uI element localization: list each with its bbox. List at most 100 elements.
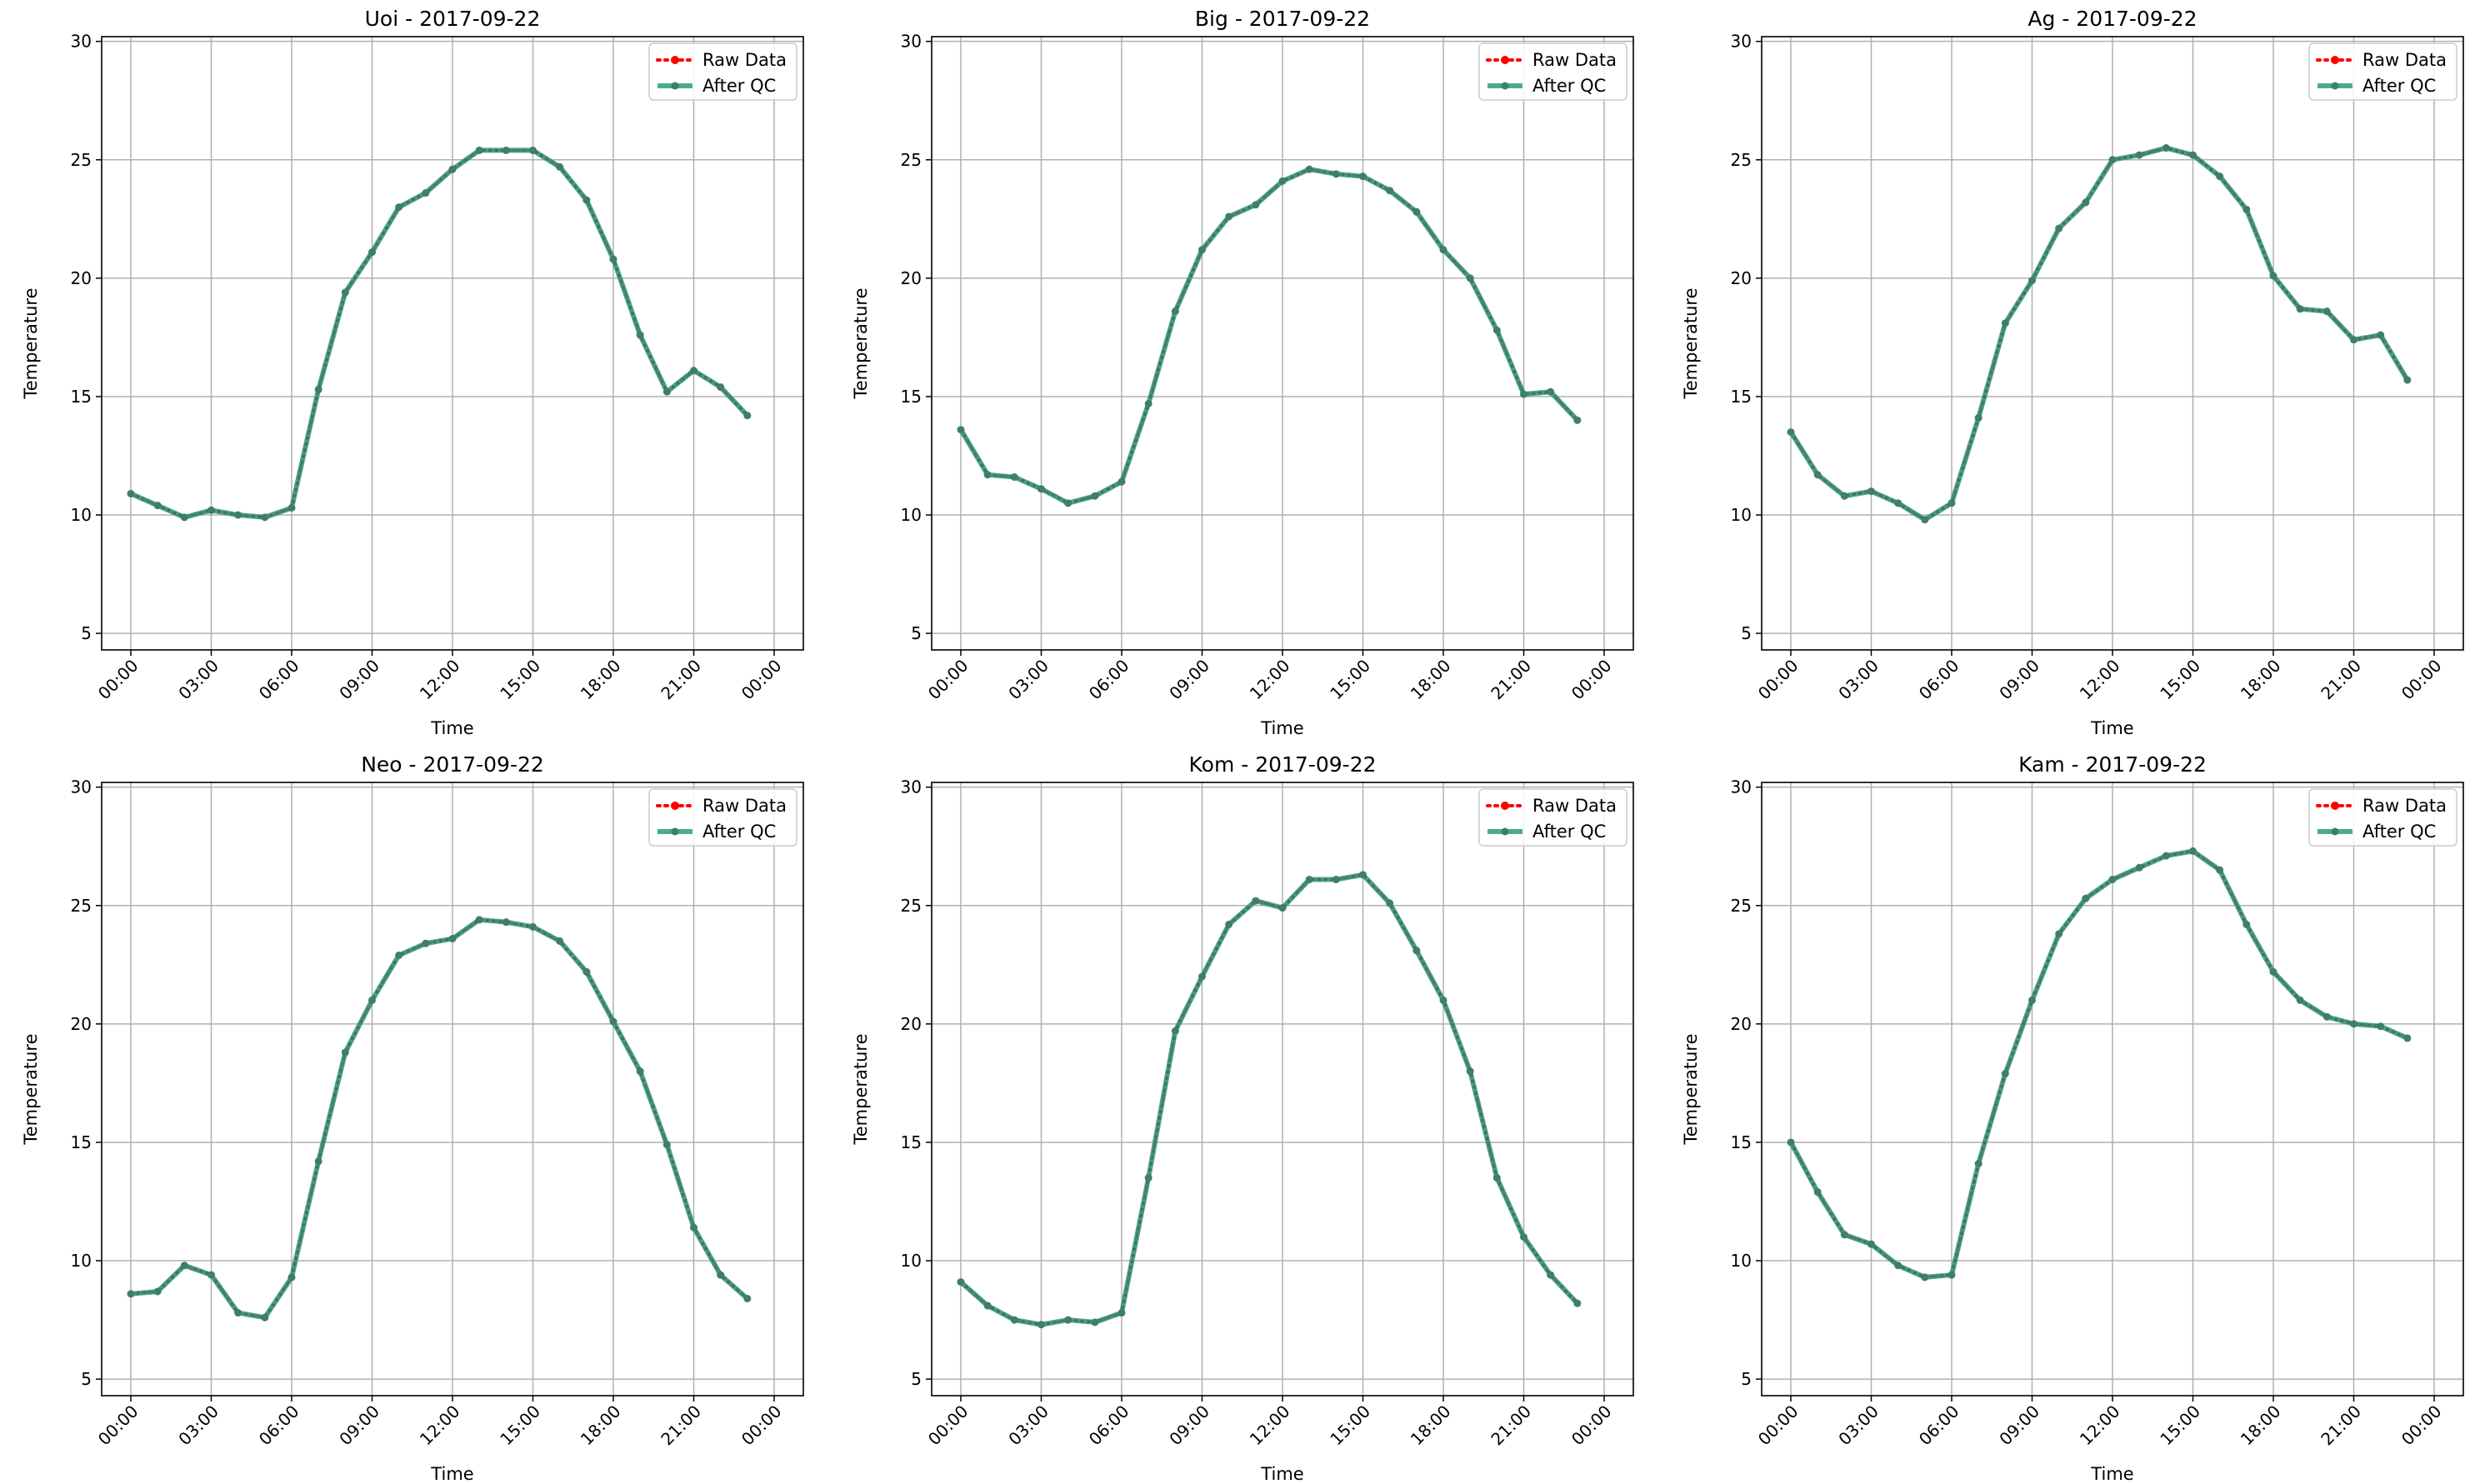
data-point <box>153 502 162 510</box>
data-point <box>1010 473 1018 482</box>
x-tick-label: 03:00 <box>1834 1402 1882 1450</box>
y-tick-label: 30 <box>901 32 922 52</box>
x-tick-label: 03:00 <box>174 656 222 704</box>
legend-raw-marker <box>1501 802 1509 810</box>
data-point <box>2001 1070 2009 1078</box>
data-point <box>1198 972 1206 981</box>
x-axis-label: Time <box>2090 1464 2133 1484</box>
y-tick-label: 15 <box>901 1132 922 1152</box>
legend-raw-marker <box>2331 802 2339 810</box>
legend-qc-marker <box>671 82 679 90</box>
data-point <box>2377 1022 2385 1031</box>
data-point <box>208 1271 215 1279</box>
x-tick-label: 06:00 <box>1915 1402 1963 1450</box>
x-tick-label: 00:00 <box>2398 656 2446 704</box>
data-point <box>2135 863 2143 872</box>
data-point <box>556 937 564 945</box>
data-point <box>1948 1271 1956 1279</box>
data-point <box>582 967 591 976</box>
x-tick-label: 06:00 <box>1085 656 1133 704</box>
legend-qc-marker <box>1501 827 1509 836</box>
legend-raw-label: Raw Data <box>702 50 787 70</box>
after-qc-line <box>130 917 749 1321</box>
data-point <box>1412 947 1421 955</box>
data-point <box>314 1157 322 1166</box>
data-point <box>422 939 430 947</box>
x-tick-label: 18:00 <box>2237 656 2285 704</box>
data-point <box>1439 246 1448 254</box>
after-qc-line <box>129 147 750 520</box>
data-point <box>1064 499 1072 507</box>
x-tick-label: 06:00 <box>1085 1402 1133 1450</box>
data-point <box>288 1273 296 1282</box>
x-tick-label: 00:00 <box>94 1402 142 1450</box>
data-point <box>1813 1188 1822 1197</box>
x-tick-label: 15:00 <box>2156 656 2204 704</box>
data-point <box>127 489 135 497</box>
chart-panel: 5 10 15 20 25 30 00:00 03:00 06:00 09:00 12:00 15:0… <box>1681 7 2464 738</box>
legend: Raw Data After QC <box>648 42 798 101</box>
y-axis-label: Temperature <box>1681 1033 1701 1145</box>
x-tick-label: 21:00 <box>657 1402 705 1450</box>
data-point <box>422 189 430 197</box>
data-point <box>2082 198 2090 207</box>
x-tick-label: 12:00 <box>1246 656 1294 704</box>
data-point <box>1091 492 1099 500</box>
data-point <box>234 1309 242 1317</box>
data-point <box>2403 376 2412 384</box>
data-point <box>2216 172 2224 181</box>
data-point <box>1118 477 1126 486</box>
data-point <box>502 918 510 927</box>
x-tick-label: 06:00 <box>255 1402 303 1450</box>
y-tick-label: 15 <box>71 1132 92 1152</box>
data-point <box>1921 516 1929 524</box>
chart-panel: 5 10 15 20 25 30 00:00 03:00 06:00 09:00 12:00 15:0… <box>21 752 804 1484</box>
legend-raw-marker <box>671 802 679 810</box>
x-tick-label: 18:00 <box>1407 656 1455 704</box>
chart-title: Kom - 2017-09-22 <box>1189 752 1377 777</box>
data-point <box>1547 387 1555 396</box>
data-point <box>1386 899 1394 907</box>
data-point <box>636 331 644 339</box>
data-point <box>1359 871 1367 879</box>
y-axis-label: Temperature <box>851 1033 871 1145</box>
data-point <box>208 506 215 514</box>
data-point <box>1171 1027 1179 1035</box>
data-point <box>1144 399 1152 407</box>
x-tick-label: 00:00 <box>924 1402 972 1450</box>
raw-data-line <box>1789 849 2409 1279</box>
data-point <box>2028 996 2036 1004</box>
data-point <box>395 203 403 212</box>
raw-data-line <box>129 148 749 519</box>
data-point <box>2269 272 2278 280</box>
y-tick-label: 15 <box>1731 1132 1752 1152</box>
chart-panel: 5 10 15 20 25 30 00:00 03:00 06:00 09:00 12:00 15:0… <box>21 7 804 738</box>
data-point <box>983 471 992 479</box>
x-tick-label: 09:00 <box>335 656 383 704</box>
legend-qc-marker <box>2331 82 2339 90</box>
data-point <box>2322 1012 2331 1021</box>
data-point <box>2189 151 2197 159</box>
raw-data-overlay-line <box>959 167 1578 505</box>
y-tick-label: 10 <box>71 505 92 525</box>
y-tick-label: 20 <box>71 268 92 288</box>
raw-data-line <box>959 167 1579 505</box>
legend-qc-label: After QC <box>702 76 776 96</box>
y-tick-label: 10 <box>1731 1251 1752 1271</box>
legend: Raw Data After QC <box>1478 42 1628 101</box>
y-tick-label: 25 <box>901 896 922 916</box>
legend-qc-marker <box>1501 82 1509 90</box>
x-tick-label: 00:00 <box>738 656 786 704</box>
data-point <box>1573 1299 1582 1307</box>
data-point <box>1466 1067 1474 1076</box>
data-point <box>2296 996 2304 1004</box>
x-tick-label: 06:00 <box>1915 656 1963 704</box>
legend-raw-marker <box>2331 56 2339 64</box>
x-axis-label: Time <box>1260 718 1303 738</box>
legend-qc-label: After QC <box>1532 76 1606 96</box>
data-point <box>1305 876 1313 884</box>
data-point <box>2322 307 2331 316</box>
x-axis-label: Time <box>1260 1464 1303 1484</box>
data-point <box>2269 967 2278 976</box>
data-point <box>1171 307 1179 316</box>
